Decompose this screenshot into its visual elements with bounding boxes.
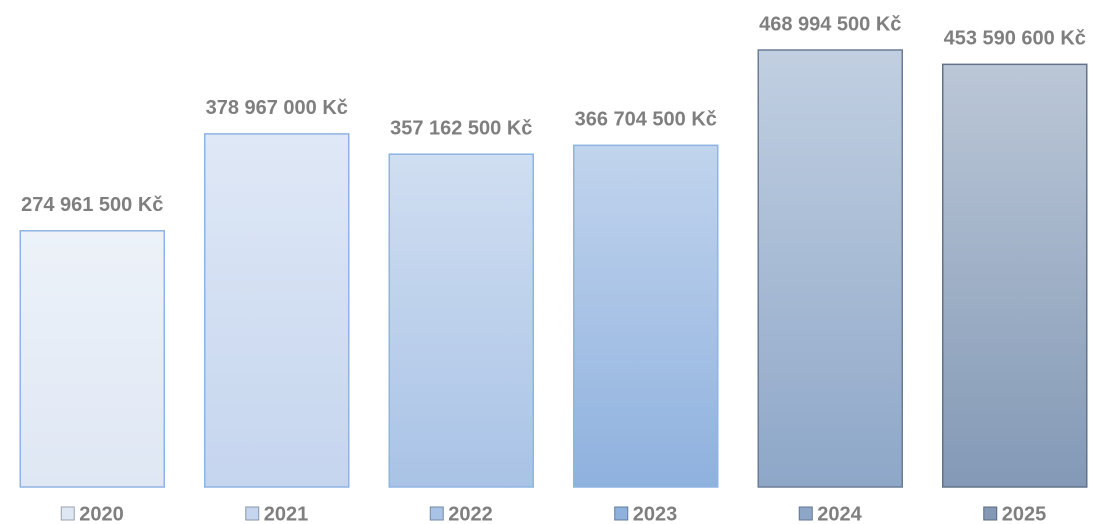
bar: [573, 144, 719, 488]
legend-label: 2021: [264, 503, 309, 524]
bar: [204, 133, 350, 488]
value-label: 274 961 500 Kč: [21, 194, 163, 216]
legend-swatch: [429, 506, 444, 521]
legend-swatch: [798, 506, 813, 521]
value-label: 378 967 000 Kč: [206, 97, 348, 119]
value-label: 468 994 500 Kč: [759, 13, 901, 35]
legend-swatch: [983, 506, 998, 521]
bar: [19, 230, 165, 488]
value-label: 366 704 500 Kč: [575, 109, 717, 131]
legend-label: 2024: [817, 503, 862, 524]
value-label: 453 590 600 Kč: [944, 28, 1086, 50]
legend-swatch: [60, 506, 75, 521]
legend-label: 2023: [633, 503, 678, 524]
legend-label: 2020: [79, 503, 124, 524]
bar: [942, 63, 1088, 488]
bar: [757, 49, 903, 488]
legend-swatch: [245, 506, 260, 521]
legend-label: 2025: [1002, 503, 1047, 524]
value-label: 357 162 500 Kč: [390, 117, 532, 139]
legend-label: 2022: [448, 503, 493, 524]
bar: [388, 153, 534, 488]
legend-swatch: [614, 506, 629, 521]
